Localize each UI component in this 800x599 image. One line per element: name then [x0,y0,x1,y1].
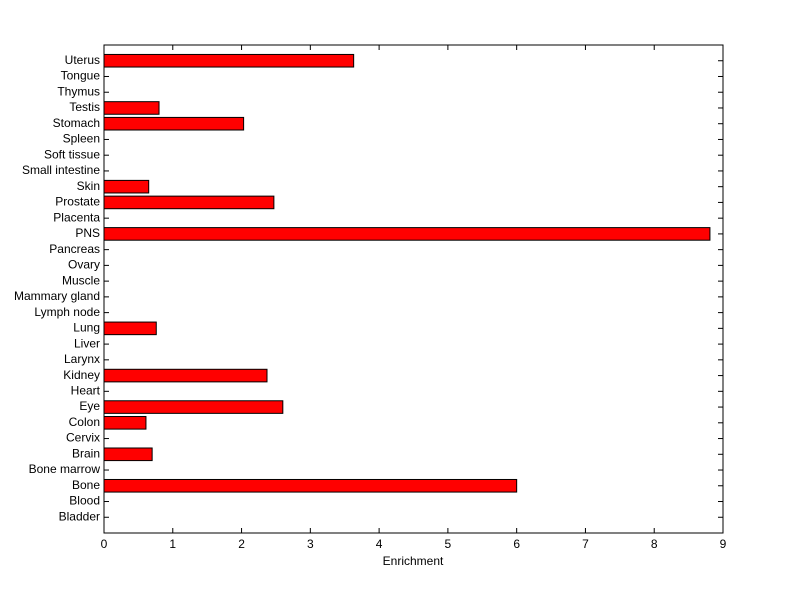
y-tick-label: Lung [73,321,100,335]
y-tick-label: Eye [79,399,100,413]
y-tick-label: Testis [69,100,100,114]
y-tick-label: Colon [69,415,100,429]
x-tick-label: 7 [582,537,589,551]
y-tick-label: Prostate [55,195,100,209]
y-tick-label: Bone marrow [29,462,101,476]
bar [103,195,275,210]
x-tick-label: 0 [101,537,108,551]
y-tick-label: Placenta [53,210,100,224]
y-tick-label: Muscle [62,273,100,287]
y-tick-label: Lymph node [34,305,100,319]
y-tick-label: Pancreas [49,242,100,256]
y-tick-label: Spleen [63,132,100,146]
bar [103,179,150,194]
bar [103,478,518,493]
y-tick-label: Heart [71,383,101,397]
y-tick-label: Brain [72,446,100,460]
x-tick-label: 3 [307,537,314,551]
bar [103,416,147,430]
bar [103,447,153,462]
y-tick-label: Soft tissue [44,147,100,161]
bar [103,101,160,115]
x-tick-label: 6 [513,537,520,551]
bar [103,368,268,383]
x-tick-label: 4 [376,537,383,551]
x-axis-label: Enrichment [383,554,444,568]
y-tick-label: Thymus [57,84,100,98]
y-tick-label: Skin [77,179,100,193]
bar [103,116,245,131]
y-tick-label: Blood [69,494,100,508]
y-tick-label: Cervix [66,431,100,445]
y-tick-label: Stomach [53,116,100,130]
y-tick-label: Liver [74,336,100,350]
y-tick-label: PNS [75,226,100,240]
bar [103,227,711,241]
x-tick-label: 2 [238,537,245,551]
y-tick-label: Uterus [65,53,100,67]
y-tick-label: Bone [72,478,100,492]
x-tick-label: 8 [651,537,658,551]
y-tick-label: Larynx [64,352,100,366]
y-tick-label: Tongue [61,69,101,83]
y-tick-label: Small intestine [22,163,100,177]
x-tick-label: 1 [169,537,176,551]
y-tick-label: Kidney [63,368,100,382]
y-tick-label: Ovary [68,258,100,272]
bar [103,400,284,414]
x-tick-label: 5 [445,537,452,551]
x-tick-label: 9 [720,537,727,551]
bar [103,53,355,68]
y-tick-label: Bladder [59,509,100,523]
bar [103,321,157,336]
y-tick-label: Mammary gland [14,289,100,303]
